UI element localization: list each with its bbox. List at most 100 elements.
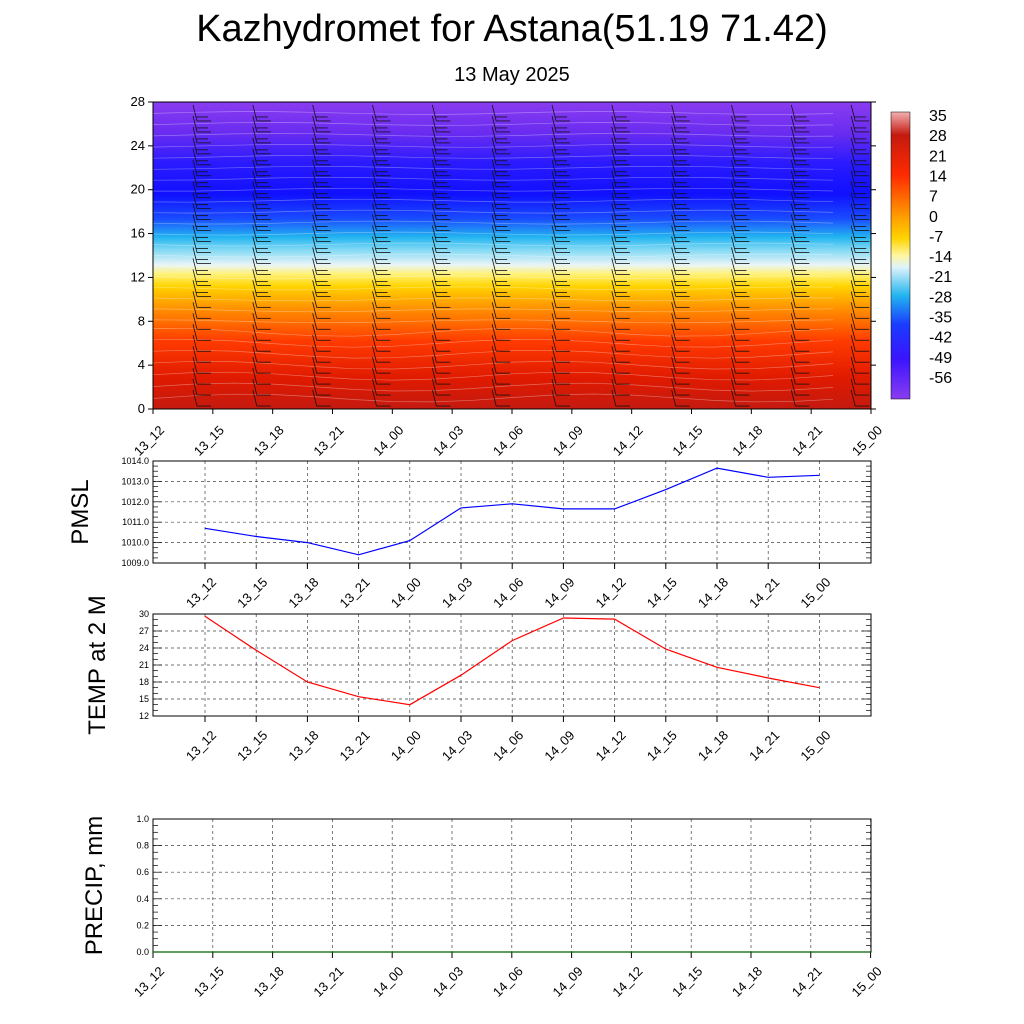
wind-barb <box>431 236 451 253</box>
wind-barb-staff <box>671 181 677 198</box>
colorbar-label: 35 <box>929 108 947 125</box>
wind-barb-staff <box>431 346 437 363</box>
x-tick-label: 14_06 <box>490 423 526 459</box>
colorbar: 35 28 21 14 7 0 -7 -14 -21 -28 -35 -42 -49 -56 <box>890 108 952 400</box>
wind-barb <box>850 258 870 275</box>
wind-barb-staff <box>611 104 617 122</box>
wind-barb <box>790 302 810 319</box>
wind-barb-staff <box>312 203 318 220</box>
wind-barb <box>312 324 331 341</box>
wind-barb <box>551 269 570 286</box>
x-tick-label: 14_18 <box>695 575 731 611</box>
wind-barb <box>790 137 810 155</box>
wind-barb <box>850 247 870 264</box>
wind-barb <box>192 291 211 308</box>
wind-barb-staff <box>491 236 497 253</box>
wind-barb <box>790 389 810 407</box>
wind-barb-staff <box>491 214 497 231</box>
wind-barb-staff <box>551 258 557 275</box>
wind-barb <box>491 170 511 188</box>
wind-barb-staff <box>790 269 796 286</box>
wind-barb-staff <box>312 389 318 407</box>
wind-barb <box>431 170 451 188</box>
wind-barb-staff <box>252 378 258 396</box>
wind-barb-staff <box>252 280 258 297</box>
colorbar-label: -14 <box>929 249 952 266</box>
wind-barb-staff <box>551 148 557 165</box>
wind-barb <box>431 378 451 396</box>
wind-barb-staff <box>731 214 736 231</box>
wind-barb-staff <box>611 115 617 133</box>
y-tick-label: 0.0 <box>136 947 149 957</box>
wind-barb-staff <box>551 225 557 242</box>
wind-barb-staff <box>731 291 736 308</box>
contour-line <box>152 133 834 137</box>
wind-barb <box>671 258 690 275</box>
wind-barb <box>671 181 690 199</box>
wind-barb <box>551 170 570 188</box>
wind-barb <box>372 181 391 199</box>
wind-barb-staff <box>611 214 617 231</box>
wind-barb <box>611 368 630 385</box>
wind-barb-staff <box>372 389 377 407</box>
wind-barb <box>671 236 690 253</box>
wind-barb-staff <box>491 280 497 297</box>
wind-barb-staff <box>252 302 258 319</box>
colorbar-label: 14 <box>929 168 947 185</box>
wind-barb <box>671 357 690 374</box>
wind-barb <box>192 324 211 341</box>
wind-barb-staff <box>731 247 736 264</box>
wind-barb <box>192 225 211 242</box>
wind-barb <box>431 280 451 297</box>
wind-barb-staff <box>731 192 736 209</box>
y-tick-label: 1012.0 <box>121 497 149 507</box>
y-tick-label: 0.8 <box>136 841 149 851</box>
wind-barb <box>192 236 211 253</box>
wind-barb <box>731 137 750 155</box>
wind-barb-staff <box>611 269 617 286</box>
wind-barb-staff <box>252 192 258 209</box>
wind-barb-staff <box>252 346 258 363</box>
wind-barb-staff <box>192 159 198 176</box>
wind-barb <box>850 291 870 308</box>
wind-barb <box>372 225 391 242</box>
wind-barb <box>491 378 511 396</box>
wind-barb-staff <box>850 126 856 143</box>
wind-barb <box>611 389 630 407</box>
wind-barb-staff <box>372 104 377 122</box>
wind-barb <box>611 236 630 253</box>
wind-barb <box>850 346 870 363</box>
wind-barb <box>312 203 331 221</box>
wind-barb <box>850 159 870 177</box>
wind-barb-staff <box>671 324 677 341</box>
wind-barb <box>611 291 630 308</box>
contour-line <box>152 242 834 247</box>
wind-barb <box>611 159 630 177</box>
x-tick-label: 14_15 <box>644 728 680 764</box>
wind-barb-staff <box>312 346 318 363</box>
wind-barb <box>372 368 391 385</box>
wind-barb-staff <box>850 335 856 352</box>
wind-barb <box>790 126 810 144</box>
colorbar-label: -49 <box>929 350 952 367</box>
wind-barb <box>372 258 391 275</box>
y-tick-label: 18 <box>139 677 149 687</box>
x-tick-label: 13_12 <box>131 423 167 459</box>
wind-barb-staff <box>252 291 258 308</box>
wind-barb-staff <box>850 258 856 275</box>
wind-barb-staff <box>551 302 557 319</box>
wind-barb <box>312 269 331 286</box>
wind-barb-staff <box>192 181 198 198</box>
wind-barb <box>731 346 750 363</box>
wind-barb-staff <box>491 324 497 341</box>
wind-barb <box>312 192 331 210</box>
precip-panel: 13_12 13_15 13_18 13_21 14_00 14_03 14_06 14_09… <box>81 814 885 1000</box>
wind-barb <box>551 378 570 396</box>
wind-barb <box>731 192 750 210</box>
wind-barb-staff <box>790 324 796 341</box>
wind-barb-staff <box>850 291 856 308</box>
wind-barb-staff <box>431 368 437 385</box>
wind-barb <box>551 335 570 352</box>
wind-barb <box>431 181 451 199</box>
wind-barb-staff <box>790 214 796 231</box>
